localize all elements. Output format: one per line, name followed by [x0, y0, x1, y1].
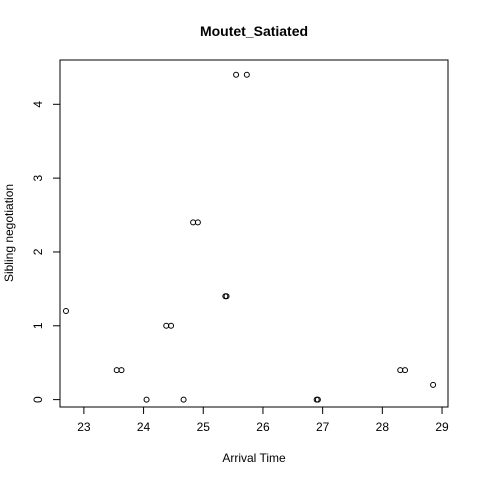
- data-point: [233, 71, 240, 78]
- data-point: [62, 308, 69, 315]
- x-tick-label: 24: [137, 420, 151, 434]
- data-point: [113, 367, 120, 374]
- y-tick-label: 3: [31, 174, 45, 181]
- x-tick-label: 26: [256, 420, 270, 434]
- x-tick-label: 23: [77, 420, 91, 434]
- x-tick-label: 29: [435, 420, 449, 434]
- data-point: [314, 396, 321, 403]
- x-tick-label: 25: [197, 420, 211, 434]
- y-axis: 0 1 2 3 4: [31, 101, 60, 403]
- y-tick-label: 0: [31, 396, 45, 403]
- x-axis: 23 24 25 26 27 28 29: [77, 407, 449, 434]
- y-tick-label: 4: [31, 101, 45, 108]
- data-point: [163, 322, 170, 329]
- data-point: [194, 219, 201, 226]
- plot-area: [59, 59, 449, 408]
- data-point: [397, 367, 404, 374]
- data-point: [168, 322, 175, 329]
- data-point: [243, 71, 250, 78]
- x-axis-label: Arrival Time: [222, 451, 286, 465]
- data-point: [430, 381, 437, 388]
- x-tick-label: 28: [376, 420, 390, 434]
- data-point: [118, 367, 125, 374]
- data-point: [190, 219, 197, 226]
- data-point: [180, 396, 187, 403]
- data-points: [62, 71, 437, 403]
- y-tick-label: 2: [31, 248, 45, 255]
- data-point: [402, 367, 409, 374]
- x-tick-label: 27: [316, 420, 330, 434]
- data-point: [143, 396, 150, 403]
- data-point: [223, 293, 230, 300]
- y-tick-label: 1: [31, 322, 45, 329]
- chart-title: Moutet_Satiated: [200, 23, 308, 39]
- y-axis-label: Sibling negotiation: [2, 184, 16, 282]
